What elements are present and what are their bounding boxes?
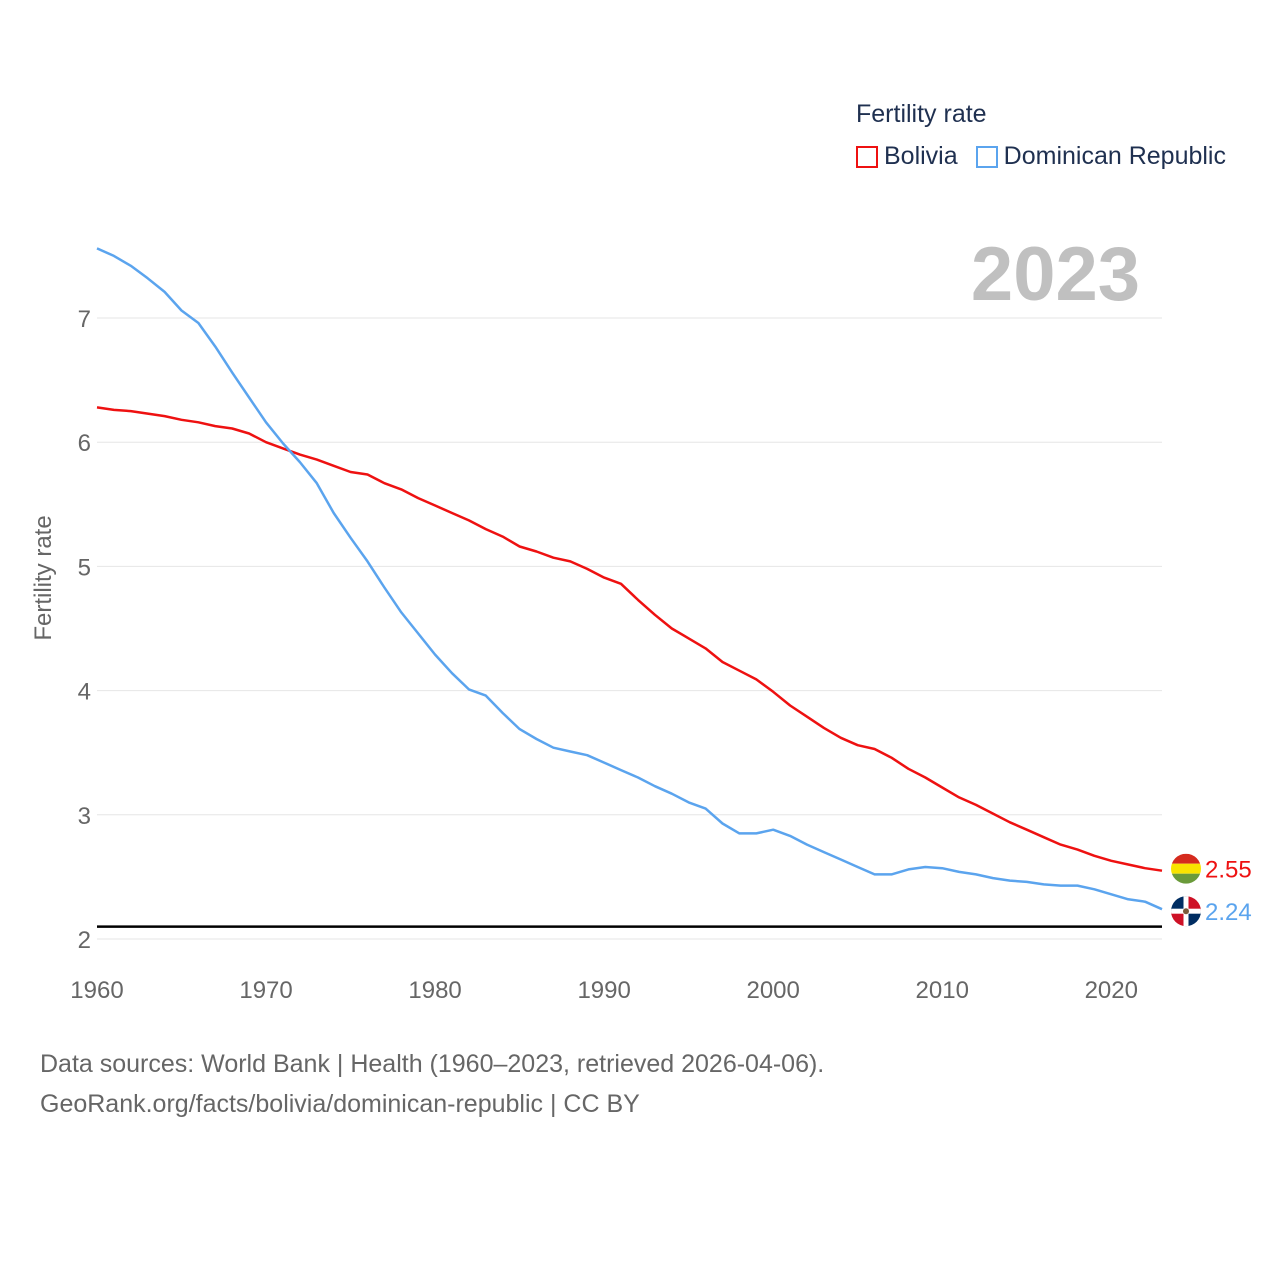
data-source-text: Data sources: World Bank | Health (1960–… xyxy=(40,1050,825,1078)
x-tick-label: 2010 xyxy=(916,977,969,1004)
legend-title: Fertility rate xyxy=(856,100,987,128)
legend-swatch-dominican-republic xyxy=(975,145,998,168)
flag-emblem xyxy=(1183,908,1189,915)
flag-stripe xyxy=(1171,863,1201,874)
x-tick-label: 2020 xyxy=(1085,977,1138,1004)
y-tick-label: 4 xyxy=(78,679,91,706)
end-value-label: 2.55 xyxy=(1205,857,1252,884)
x-tick-label: 1970 xyxy=(239,977,292,1004)
legend-item-dominican-republic[interactable]: Dominican Republic xyxy=(975,142,1226,171)
bolivia-flag-icon xyxy=(1171,853,1201,884)
y-tick-label: 3 xyxy=(78,803,91,830)
footer: Data sources: World Bank | Health (1960–… xyxy=(40,1044,824,1124)
legend-label: Bolivia xyxy=(884,142,958,170)
y-axis-label: Fertility rate xyxy=(30,515,57,640)
series-line-dominican-republic xyxy=(96,247,1163,911)
x-tick-label: 1960 xyxy=(70,977,123,1004)
series-line-bolivia xyxy=(96,406,1163,872)
line-chart: 2023 Fertility rate 2 3 4 5 6 7 1960 1970 1980 19… xyxy=(30,232,1252,1004)
y-tick-label: 7 xyxy=(78,306,91,333)
legend-swatch-bolivia xyxy=(856,145,878,168)
flag-stripe xyxy=(1171,873,1201,884)
year-label: 2023 xyxy=(971,232,1140,317)
x-tick-label: 1980 xyxy=(408,977,461,1004)
end-value-label: 2.24 xyxy=(1205,899,1252,926)
legend-label: Dominican Republic xyxy=(1003,142,1226,170)
legend: Bolivia Dominican Republic xyxy=(856,142,1244,171)
flag-body xyxy=(1171,896,1201,927)
y-tick-label: 5 xyxy=(78,554,91,581)
dominican-republic-flag-icon xyxy=(1171,896,1201,927)
legend-item-bolivia[interactable]: Bolivia xyxy=(856,142,958,171)
flag-body xyxy=(1171,853,1201,884)
x-tick-label: 1990 xyxy=(577,977,630,1004)
x-tick-label: 2000 xyxy=(746,977,799,1004)
y-tick-label: 6 xyxy=(78,430,91,457)
flag-stripe xyxy=(1171,853,1201,864)
y-tick-label: 2 xyxy=(78,927,91,954)
attribution-link[interactable]: GeoRank.org/facts/bolivia/dominican-repu… xyxy=(40,1090,640,1118)
